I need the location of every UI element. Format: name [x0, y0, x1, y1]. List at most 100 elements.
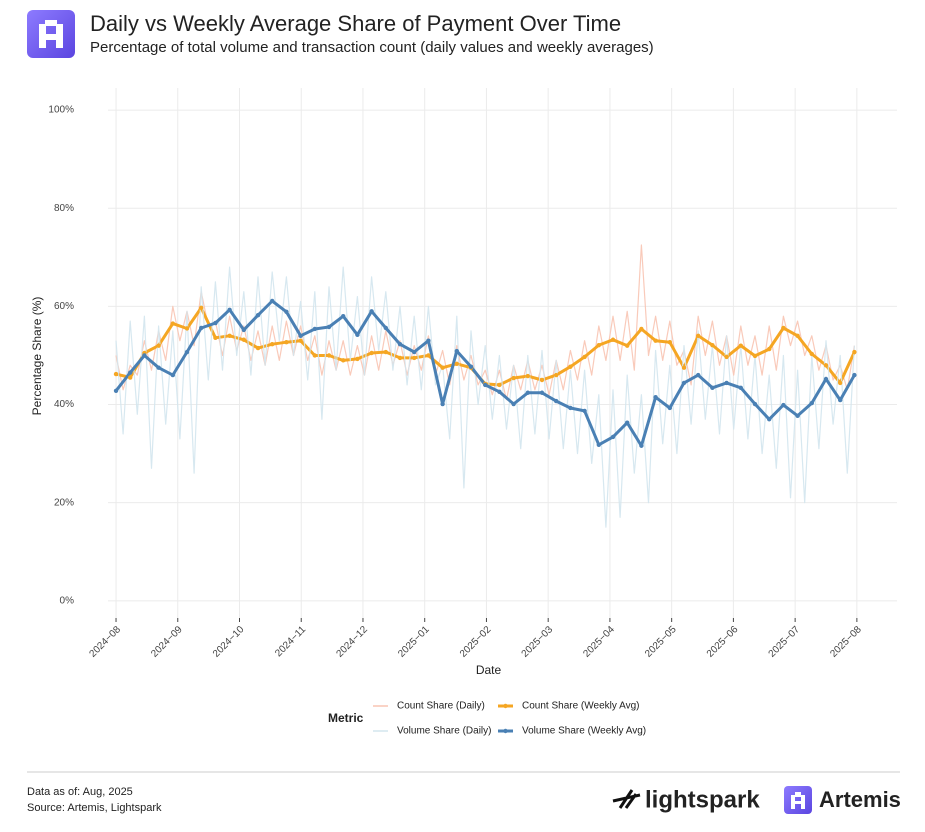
logo-mark [39, 20, 63, 48]
point [227, 333, 232, 339]
point [738, 385, 744, 391]
point [752, 353, 758, 359]
point [653, 338, 658, 343]
point [128, 375, 133, 380]
point [568, 405, 573, 411]
point [383, 325, 389, 331]
x-tick-label: 2025−04 [581, 624, 617, 660]
point [270, 298, 275, 304]
point [795, 333, 800, 339]
point [781, 325, 786, 331]
point [412, 349, 417, 355]
point [113, 388, 119, 393]
point [724, 380, 729, 386]
point [610, 337, 616, 342]
footnote: Data as of: Aug, 2025 [27, 786, 133, 798]
point [838, 380, 843, 386]
point [199, 325, 204, 331]
point [838, 397, 843, 403]
legend-swatch [503, 728, 508, 734]
point [852, 372, 857, 378]
point [255, 313, 261, 318]
point [667, 405, 673, 411]
y-tick-label: 40% [54, 399, 74, 410]
point [639, 326, 644, 332]
point [823, 363, 829, 368]
point [426, 353, 431, 358]
x-tick-label: 2025−03 [520, 624, 556, 660]
legend-label: Volume Share (Daily) [397, 726, 491, 737]
point [738, 343, 744, 348]
point [369, 309, 374, 314]
point [397, 341, 403, 347]
point [255, 345, 261, 351]
brand-icon [791, 792, 805, 809]
point [454, 361, 460, 366]
x-tick-label: 2024−12 [334, 624, 370, 660]
point [326, 353, 332, 358]
point [696, 333, 701, 339]
daily-line [115, 244, 855, 401]
brand-text: lightspark [645, 786, 760, 813]
point [554, 372, 559, 378]
point [767, 417, 772, 422]
x-tick-label: 2025−01 [396, 624, 432, 660]
y-tick-label: 80% [54, 203, 74, 214]
brand-text: Artemis [819, 787, 901, 812]
point [184, 326, 190, 331]
point [511, 401, 516, 407]
point [497, 389, 502, 394]
point [142, 353, 147, 358]
y-tick-label: 100% [48, 105, 74, 116]
point [582, 408, 587, 414]
point [440, 365, 445, 370]
point [795, 413, 800, 419]
source: Source: Artemis, Lightspark [27, 802, 162, 814]
point [213, 335, 218, 340]
point [227, 307, 232, 313]
x-tick-label: 2024−11 [273, 624, 308, 659]
point [156, 365, 161, 370]
point [681, 380, 687, 386]
point [653, 394, 658, 400]
point [199, 305, 204, 311]
y-tick-label: 0% [60, 595, 75, 606]
point [483, 382, 488, 388]
point [809, 351, 815, 357]
point [397, 355, 403, 361]
y-tick-label: 20% [54, 497, 74, 508]
point [539, 377, 545, 383]
point [298, 333, 303, 339]
point [128, 370, 133, 375]
point [625, 420, 630, 425]
point [511, 375, 516, 381]
point [610, 434, 616, 440]
x-tick-label: 2025−08 [828, 624, 864, 660]
x-tick-label: 2025−07 [767, 624, 803, 660]
x-axis-label: Date [476, 663, 502, 677]
legend-swatch [503, 703, 508, 709]
point [667, 340, 673, 345]
brand-icon [612, 789, 641, 809]
point [525, 390, 531, 395]
point [326, 324, 332, 330]
brand-icon [784, 786, 812, 814]
point [298, 338, 303, 343]
point [468, 364, 474, 369]
point [184, 349, 190, 355]
point [752, 401, 758, 407]
point [809, 400, 815, 406]
point [312, 353, 318, 358]
point [823, 376, 829, 382]
point [170, 372, 176, 378]
daily-line [115, 266, 855, 528]
point [241, 327, 247, 333]
point [355, 356, 360, 362]
x-tick-label: 2025−06 [705, 624, 741, 660]
point [156, 343, 161, 348]
point [625, 343, 630, 348]
point [270, 341, 275, 347]
point [355, 332, 360, 338]
point [781, 402, 786, 408]
x-tick-label: 2024−09 [149, 624, 185, 660]
